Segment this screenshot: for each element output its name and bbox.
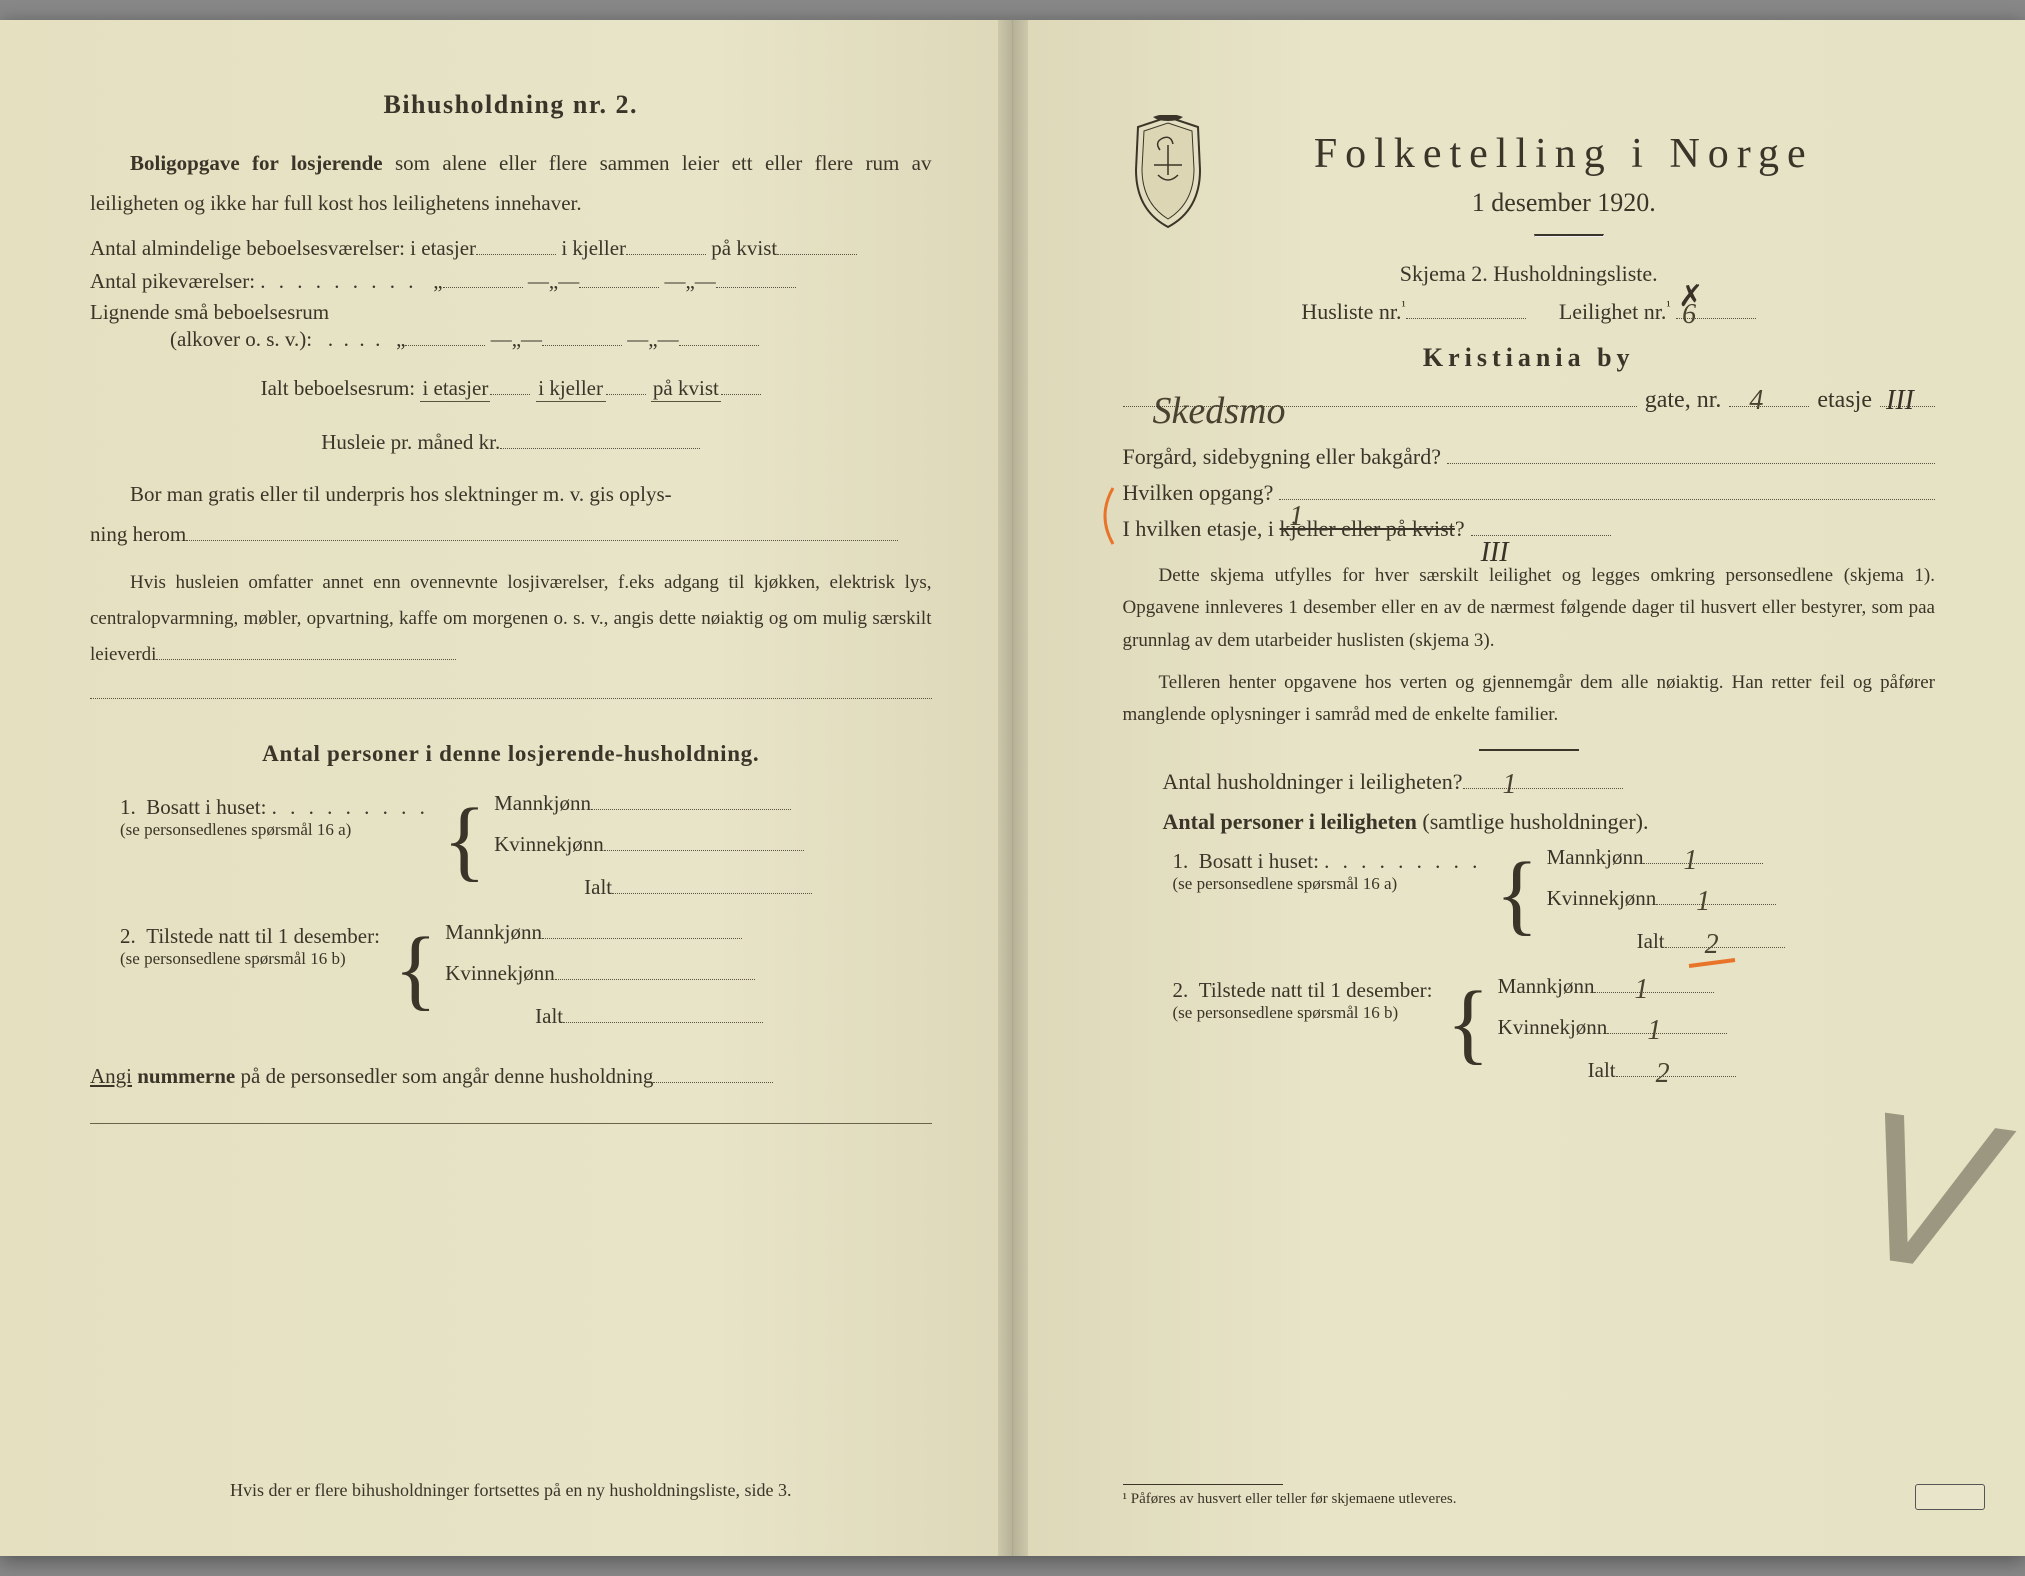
left-bottom-note: Hvis der er flere bihusholdninger fortse… — [90, 1480, 932, 1501]
antal-personer-heading: Antal personer i denne losjerende-hushol… — [90, 741, 932, 767]
leilighet-blank: 6 ✗ — [1676, 297, 1756, 319]
blank — [777, 234, 857, 255]
row-ialt-beboelse: Ialt beboelsesrum: i etasjer i kjeller p… — [90, 374, 932, 402]
q-opgang: Hvilken opgang? 1 — [1123, 480, 1936, 506]
coat-of-arms-icon — [1128, 115, 1208, 230]
city-label: Kristiania by — [1123, 343, 1936, 373]
subtitle-date: 1 desember 1920. — [1193, 188, 1936, 218]
document-spread: Bihusholdning nr. 2. Boligopgave for los… — [0, 20, 2025, 1556]
brace-icon: { — [439, 800, 490, 881]
intro-bold: Boligopgave for losjerende — [130, 151, 383, 175]
row-almindelige: Antal almindelige beboelsesværelser: i e… — [90, 234, 932, 261]
intro-paragraph: Boligopgave for losjerende som alene ell… — [90, 144, 932, 224]
left-hr — [90, 1123, 932, 1124]
address-line: Skedsmo gate, nr. 4 etasje III — [1123, 383, 1936, 414]
print-stamp-icon — [1915, 1484, 1985, 1510]
gratis-para: Bor man gratis eller til underpris hos s… — [90, 475, 932, 555]
left-group-2: 2. Tilstede natt til 1 desember: (se per… — [120, 918, 932, 1029]
blank — [443, 267, 523, 288]
blank — [679, 325, 759, 346]
brace-icon: { — [390, 929, 441, 1010]
hvis-para: Hvis husleien omfatter annet enn ovennev… — [90, 565, 932, 673]
antal-pers-heading: Antal personer i leiligheten (samtlige h… — [1163, 809, 1936, 835]
title-rule — [1534, 234, 1604, 237]
blank — [405, 325, 485, 346]
skjema-line: Skjema 2. Husholdningsliste. — [1123, 261, 1936, 287]
big-checkmark-icon: 𝘝 — [1843, 1072, 2011, 1322]
blank-full — [90, 683, 932, 699]
street-blank: Skedsmo — [1123, 383, 1637, 407]
body-para-2: Telleren henter opgavene hos verten og g… — [1123, 667, 1936, 732]
footnote: ¹ Påføres av husvert eller teller før sk… — [1123, 1484, 1457, 1508]
orange-bracket-icon — [1095, 486, 1117, 546]
blank — [542, 325, 622, 346]
right-page: Folketelling i Norge 1 desember 1920. Sk… — [1013, 20, 2025, 1556]
q-forgard: Forgård, sidebygning eller bakgård? — [1123, 444, 1936, 470]
row-pike: Antal pikeværelser: „ —„— —„— — [90, 267, 932, 294]
left-heading: Bihusholdning nr. 2. — [90, 90, 932, 120]
right-group-1: 1. Bosatt i huset: (se personsedlene spø… — [1173, 843, 1936, 954]
left-group-1: 1. Bosatt i huset: (se personsedlenes sp… — [120, 789, 932, 900]
blank — [579, 267, 659, 288]
antal-hush-line: Antal husholdninger i leiligheten? 1 — [1163, 767, 1936, 795]
main-title: Folketelling i Norge — [1193, 130, 1936, 178]
blank — [500, 428, 700, 449]
blank — [476, 234, 556, 255]
body-para-1: Dette skjema utfylles for hver særskilt … — [1123, 560, 1936, 657]
etasje-blank: III — [1880, 383, 1935, 407]
gate-blank: 4 — [1729, 383, 1809, 407]
brace-icon: { — [1491, 854, 1542, 935]
separator — [1479, 749, 1579, 751]
husliste-line: Husliste nr.¹ Leilighet nr.¹ 6 ✗ — [1123, 297, 1936, 325]
left-page: Bihusholdning nr. 2. Boligopgave for los… — [0, 20, 1013, 1556]
right-group-2: 2. Tilstede natt til 1 desember: (se per… — [1173, 972, 1936, 1083]
blank — [626, 234, 706, 255]
blank — [716, 267, 796, 288]
row-husleie: Husleie pr. måned kr. — [90, 428, 932, 455]
brace-icon: { — [1442, 983, 1493, 1064]
angi-line: Angi nummerne på de personsedler som ang… — [90, 1057, 932, 1097]
row-lignende: Lignende små beboelsesrum (alkover o. s.… — [90, 300, 932, 352]
q-etasje: I hvilken etasje, i kjeller eller på kvi… — [1123, 516, 1936, 542]
